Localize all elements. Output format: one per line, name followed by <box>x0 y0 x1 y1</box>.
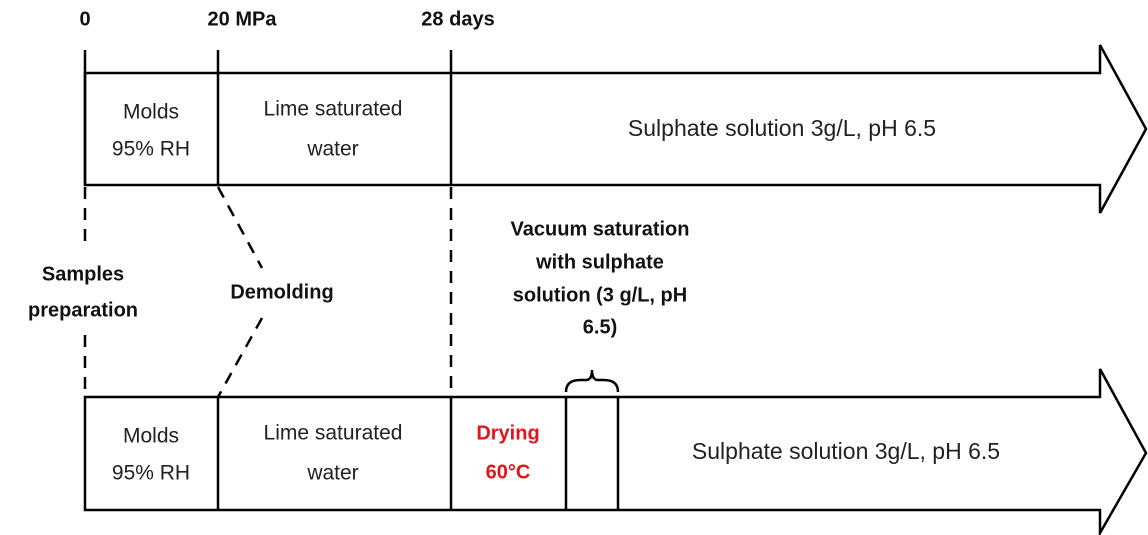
axis-label: 0 <box>79 8 90 30</box>
axis-label: 20 MPa <box>208 8 278 30</box>
annotation: with sulphate <box>535 251 664 273</box>
annotation: 6.5) <box>583 316 617 338</box>
cell-text: Lime saturated <box>264 98 403 121</box>
brace <box>564 369 620 393</box>
cell-text: Sulphate solution 3g/L, pH 6.5 <box>692 438 1000 464</box>
cell-text: 95% RH <box>112 462 190 485</box>
annotation: Demolding <box>230 281 333 303</box>
top-arrow <box>83 44 1148 214</box>
cell-text: 60°C <box>486 461 531 483</box>
cell-text: Molds <box>123 425 179 448</box>
cell-text: Molds <box>123 101 179 124</box>
axis-label: 28 days <box>421 8 494 30</box>
cell-text: 95% RH <box>112 138 190 161</box>
cell-text: Lime saturated <box>264 422 403 445</box>
dashed-line <box>216 317 264 398</box>
annotation: solution (3 g/L, pH <box>513 284 687 306</box>
dashed-line <box>216 186 264 269</box>
annotation: Vacuum saturation <box>511 218 690 240</box>
cell-text: water <box>306 138 358 161</box>
annotation: preparation <box>28 299 138 321</box>
annotation: Samples <box>42 263 124 285</box>
cell-text: Sulphate solution 3g/L, pH 6.5 <box>628 115 936 141</box>
cell-text: Drying <box>476 422 539 444</box>
bottom-arrow <box>83 368 1148 535</box>
cell-text: water <box>306 462 358 485</box>
